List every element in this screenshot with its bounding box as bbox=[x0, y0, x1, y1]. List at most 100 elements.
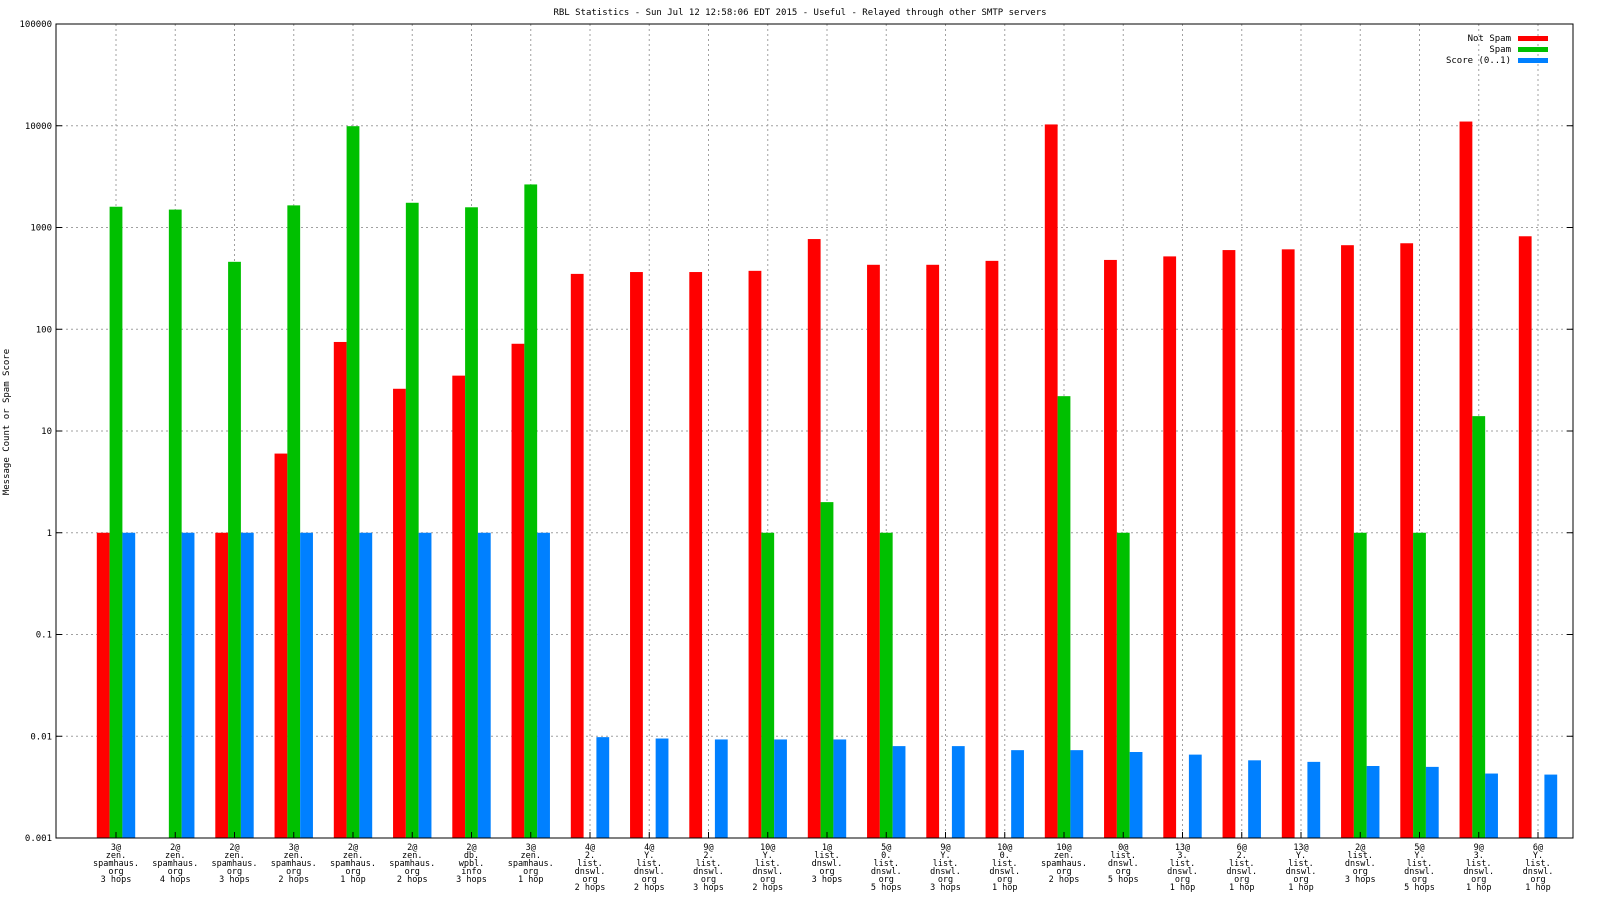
x-tick-label-line: org bbox=[1056, 867, 1071, 877]
x-tick-label-line: 0. bbox=[1000, 851, 1010, 861]
x-tick-label-line: 3 hops bbox=[930, 883, 961, 893]
x-tick-label: 4@ 2. list. dnswl. org 2 hops bbox=[575, 843, 606, 893]
x-tick-label-line: 5 hops bbox=[1404, 883, 1435, 893]
bar-score-0-1 bbox=[714, 739, 728, 838]
bar-score-0-1 bbox=[477, 532, 491, 838]
x-tick-label-line: 6@ bbox=[1533, 843, 1543, 853]
bar-score-0-1 bbox=[1070, 750, 1084, 838]
x-tick-label-line: org bbox=[701, 875, 716, 885]
x-tick-label-line: 2@ bbox=[407, 843, 417, 853]
bar-not-spam bbox=[867, 264, 880, 839]
bar-score-0-1 bbox=[1485, 773, 1498, 838]
x-tick-label-line: org bbox=[1116, 867, 1131, 877]
bar-score-0-1 bbox=[181, 532, 195, 838]
y-tick-label: 10 bbox=[41, 427, 52, 437]
x-tick-label-line: 3 hops bbox=[219, 875, 250, 885]
x-tick-label-line: list. bbox=[814, 851, 840, 861]
x-tick-label-line: 2@ bbox=[229, 843, 239, 853]
bar-spam bbox=[346, 126, 360, 839]
x-tick-label-line: 4 hops bbox=[160, 875, 191, 885]
bar-not-spam bbox=[215, 532, 229, 838]
bar-spam bbox=[287, 205, 301, 839]
bar-not-spam bbox=[1044, 124, 1058, 839]
x-tick-label-line: 2@ bbox=[1355, 843, 1365, 853]
x-tick-label-line: org bbox=[642, 875, 657, 885]
bar-score-0-1 bbox=[1011, 750, 1024, 838]
x-tick-label-line: 5 hops bbox=[871, 883, 902, 893]
legend-swatch bbox=[1518, 58, 1548, 63]
x-tick-label-line: 2@ bbox=[348, 843, 358, 853]
x-tick-label-line: wpbl. bbox=[459, 859, 485, 869]
bar-spam bbox=[524, 184, 538, 838]
x-tick-label-line: 5 hops bbox=[1108, 875, 1139, 885]
bar-spam bbox=[1116, 532, 1130, 838]
x-tick-label-line: zen. bbox=[402, 851, 422, 861]
x-tick-label: 3@ zen. spamhaus. org 1 hop bbox=[508, 843, 554, 885]
legend-swatch bbox=[1518, 36, 1548, 41]
x-tick-label: 2@ zen. spamhaus. org 1 hop bbox=[330, 843, 376, 885]
x-tick-label-line: spamhaus. bbox=[1041, 859, 1087, 869]
x-tick-label-line: 2 hops bbox=[397, 875, 428, 885]
x-tick-label-line: list. bbox=[1288, 859, 1314, 869]
bar-spam bbox=[109, 206, 123, 839]
x-tick-label-line: list. bbox=[1347, 851, 1373, 861]
bar-score-0-1 bbox=[655, 738, 669, 838]
x-tick-label-line: zen. bbox=[521, 851, 541, 861]
legend-swatch bbox=[1518, 47, 1548, 52]
chart-title: RBL Statistics - Sun Jul 12 12:58:06 EDT… bbox=[553, 8, 1046, 18]
legend-label: Not Spam bbox=[1468, 34, 1511, 44]
x-tick-label-line: zen. bbox=[224, 851, 244, 861]
bar-not-spam bbox=[926, 264, 940, 839]
x-tick-label-line: Y. bbox=[1296, 851, 1306, 861]
x-tick-label-line: org bbox=[819, 867, 834, 877]
bar-not-spam bbox=[1400, 243, 1414, 838]
bar-score-0-1 bbox=[833, 739, 847, 838]
y-tick-label: 0.1 bbox=[36, 631, 52, 641]
y-tick-label: 100 bbox=[36, 325, 52, 335]
x-tick-label-line: org bbox=[286, 867, 301, 877]
bar-not-spam bbox=[1281, 249, 1295, 839]
bar-spam bbox=[1353, 532, 1367, 838]
y-tick-label: 100000 bbox=[19, 20, 52, 30]
x-tick-label-line: list. bbox=[933, 859, 959, 869]
x-tick-label-line: 10@ bbox=[997, 843, 1012, 853]
x-tick-label-line: 5@ bbox=[1414, 843, 1424, 853]
bar-score-0-1 bbox=[1425, 766, 1439, 838]
bar-not-spam bbox=[1341, 245, 1354, 838]
bar-score-0-1 bbox=[1366, 766, 1380, 838]
x-tick-label-line: dnswl. bbox=[1345, 859, 1376, 869]
bar-score-0-1 bbox=[1544, 774, 1558, 838]
x-tick-label-line: list. bbox=[577, 859, 603, 869]
x-tick-label-line: 1 hop bbox=[1525, 883, 1551, 893]
bar-not-spam bbox=[748, 270, 762, 839]
y-tick-label: 0.001 bbox=[25, 834, 52, 844]
x-tick-label-line: list. bbox=[1229, 859, 1255, 869]
x-tick-label-line: 1 hop bbox=[340, 875, 366, 885]
x-tick-label: 2@ db. wpbl. info 3 hops bbox=[456, 843, 487, 885]
x-tick-label-line: db. bbox=[464, 851, 479, 861]
bar-not-spam bbox=[452, 375, 466, 838]
bar-not-spam bbox=[630, 272, 643, 838]
bar-spam bbox=[1413, 532, 1426, 838]
x-tick-label-line: 1 hop bbox=[1288, 883, 1314, 893]
x-tick-label-line: spamhaus. bbox=[389, 859, 435, 869]
x-tick-label-line: 3 hops bbox=[456, 875, 487, 885]
y-axis-label: Message Count or Spam Score bbox=[2, 349, 12, 495]
x-tick-label-line: org bbox=[1175, 875, 1190, 885]
x-tick-label-line: dnswl. bbox=[634, 867, 665, 877]
x-tick-label-line: Y. bbox=[763, 851, 773, 861]
x-tick-label-line: 3@ bbox=[289, 843, 299, 853]
x-tick-label-line: list. bbox=[873, 859, 899, 869]
x-tick-label-line: dnswl. bbox=[1463, 867, 1494, 877]
x-tick-label-line: 3. bbox=[1177, 851, 1187, 861]
x-tick-label-line: info bbox=[461, 867, 481, 877]
x-tick-label-line: dnswl. bbox=[575, 867, 606, 877]
x-tick-label-line: dnswl. bbox=[1286, 867, 1317, 877]
x-tick-label-line: dnswl. bbox=[812, 859, 843, 869]
bar-not-spam bbox=[96, 532, 110, 838]
x-tick-label-line: 3@ bbox=[111, 843, 121, 853]
x-tick-label-line: dnswl. bbox=[1167, 867, 1198, 877]
bar-score-0-1 bbox=[1188, 754, 1202, 838]
x-tick-label-line: 2. bbox=[585, 851, 595, 861]
